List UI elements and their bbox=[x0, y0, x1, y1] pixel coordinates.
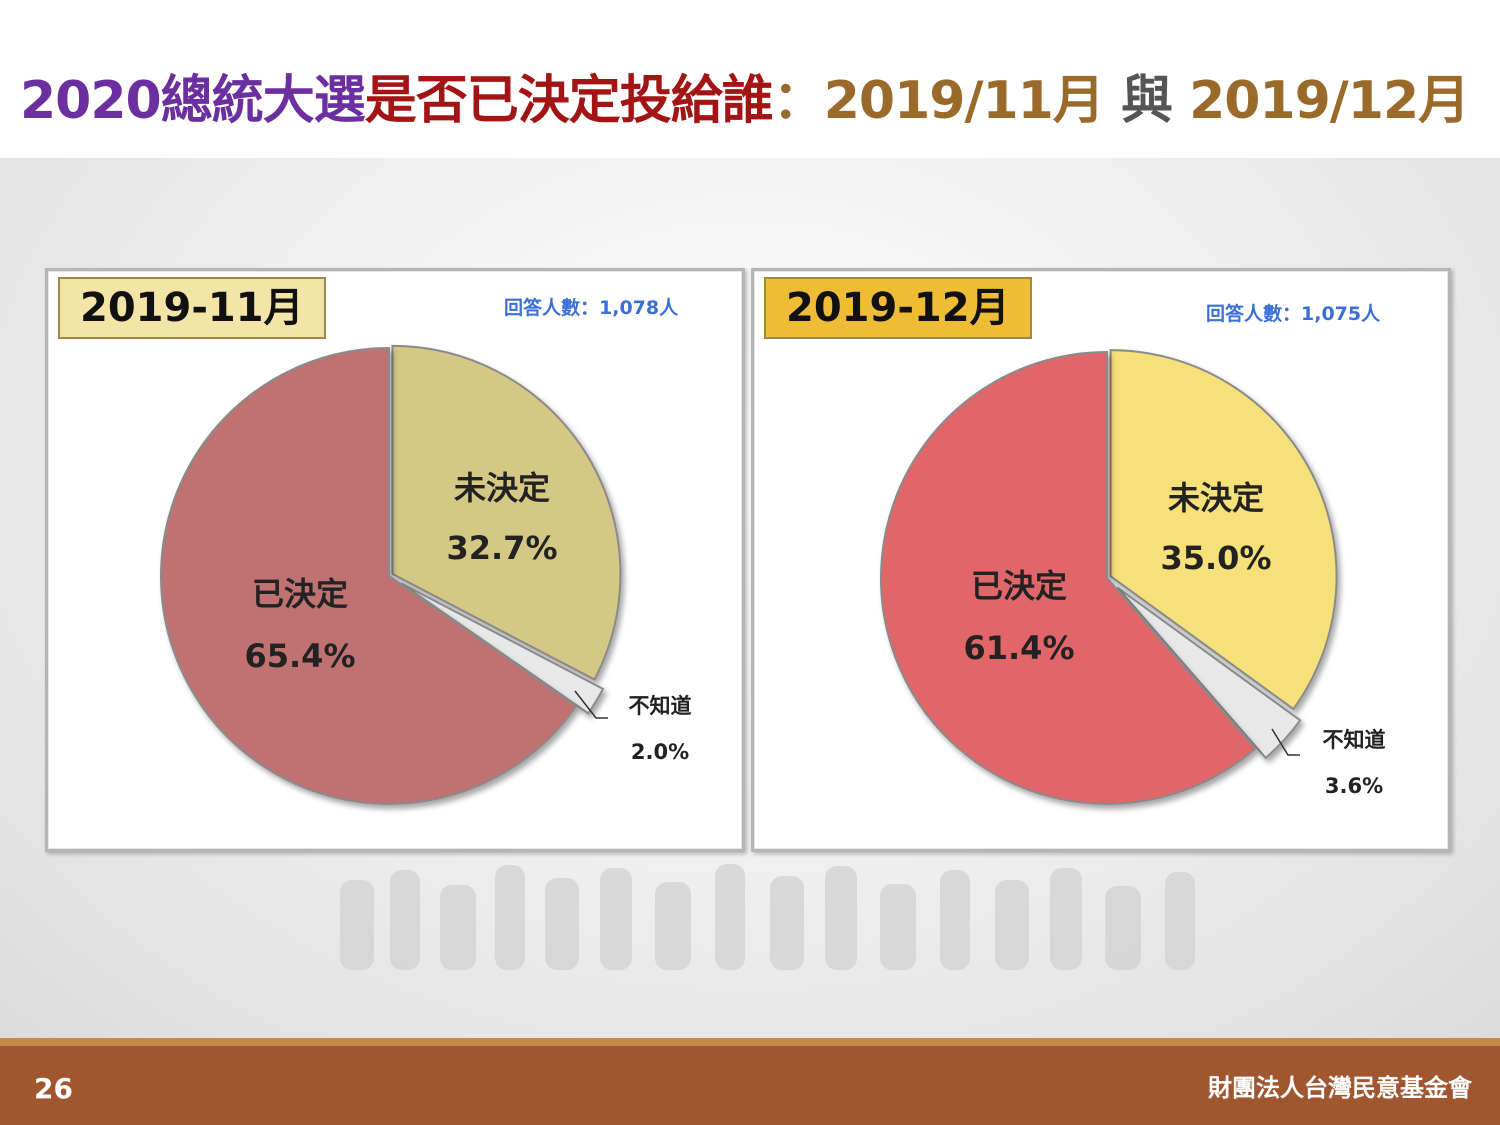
leader-line bbox=[574, 690, 608, 719]
crowd-silhouette-graphic bbox=[340, 864, 1195, 970]
slice-label: 已決定 bbox=[971, 567, 1067, 605]
title-part-election: 2020總統大選 bbox=[20, 71, 366, 131]
slice-value-label: 61.4% bbox=[963, 629, 1074, 667]
page-title: 2020總統大選是否已決定投給誰：2019/11月 與 2019/12月 bbox=[20, 58, 1470, 133]
organization-name: 財團法人台灣民意基金會 bbox=[1208, 1074, 1472, 1102]
pie-chart-nov: 未決定 32.7% 不知道 2.0% 已決定 65.4% bbox=[160, 344, 692, 805]
respondents-count: 回答人數：1,078人 bbox=[504, 297, 679, 319]
title-part-and: 與 bbox=[1103, 71, 1190, 131]
slice-value-label: 35.0% bbox=[1160, 539, 1271, 577]
pie-slice bbox=[1109, 349, 1338, 711]
slice-label: 已決定 bbox=[252, 575, 348, 613]
title-bar: 2020總統大選是否已決定投給誰：2019/11月 與 2019/12月 bbox=[0, 0, 1500, 158]
slice-value-label: 32.7% bbox=[446, 529, 557, 567]
chart-title-badge: 2019-11月 bbox=[58, 277, 326, 339]
pie-slice bbox=[391, 344, 622, 681]
slice-value-label: 2.0% bbox=[631, 740, 689, 764]
pie-slice bbox=[400, 582, 605, 715]
slice-value-label: 65.4% bbox=[244, 637, 355, 675]
respondents-count: 回答人數：1,075人 bbox=[1206, 303, 1381, 325]
pie-slice bbox=[160, 346, 578, 805]
title-part-nov: ：2019/11月 bbox=[772, 71, 1105, 131]
slice-label: 不知道 bbox=[629, 694, 692, 718]
pie-chart-dec: 未決定 35.0% 不知道 3.6% 已決定 61.4% bbox=[880, 349, 1386, 805]
pie-slice bbox=[880, 350, 1257, 805]
pie-slice bbox=[1116, 586, 1302, 760]
slice-label: 未決定 bbox=[1168, 479, 1264, 517]
slice-value-label: 3.6% bbox=[1325, 774, 1383, 798]
slice-label: 未決定 bbox=[454, 469, 550, 507]
chart-panel-dec: 2019-12月 回答人數：1,075人 未決定 35.0% 不知道 3.6% 已決定 6… bbox=[751, 268, 1451, 852]
slice-label: 不知道 bbox=[1323, 728, 1386, 752]
page-number: 26 bbox=[34, 1072, 73, 1105]
chart-title-badge: 2019-12月 bbox=[764, 277, 1032, 339]
footer-bar: 26 財團法人台灣民意基金會 bbox=[0, 1038, 1500, 1125]
chart-panel-nov: 2019-11月 回答人數：1,078人 未決定 32.7% 不知道 2.0% 已決定 6… bbox=[45, 268, 745, 852]
leader-line bbox=[1271, 728, 1300, 756]
title-part-question: 是否已決定投給誰 bbox=[364, 71, 774, 131]
title-part-dec: 2019/12月 bbox=[1189, 71, 1470, 131]
